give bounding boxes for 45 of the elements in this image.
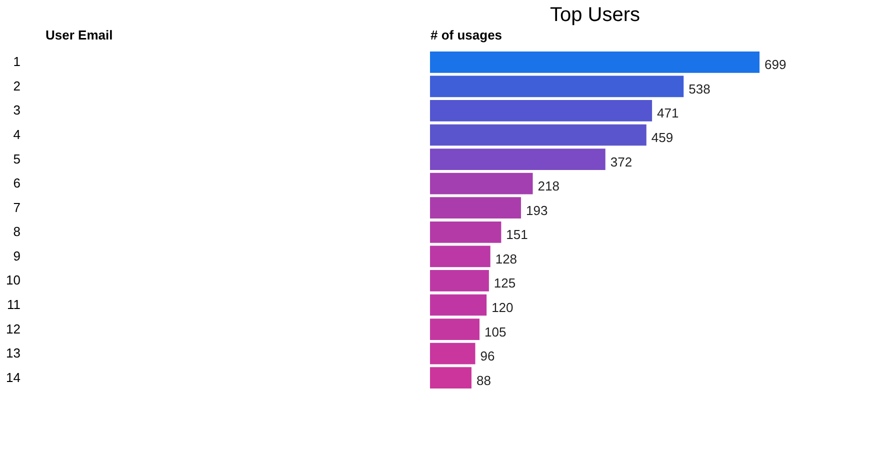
y-tick-label: 7 [13,200,20,215]
y-tick-label: 9 [13,248,20,264]
bar [430,172,533,194]
data-label: 538 [688,81,710,96]
bar [430,246,490,268]
data-label: 88 [476,372,491,388]
y-axis-title: User Email [46,28,113,42]
bar [430,318,480,340]
data-label: 151 [506,227,528,242]
y-tick-label: 8 [13,224,20,240]
bar [430,76,684,98]
y-tick-label: 12 [6,321,20,336]
y-tick-label: 10 [6,272,20,288]
y-tick-label: 11 [7,297,20,312]
data-label: 471 [657,106,679,121]
bar [430,100,652,122]
y-tick-label: 5 [13,151,20,166]
bar [430,221,502,243]
y-tick-label: 2 [13,78,20,94]
y-tick-label: 1 [13,54,20,70]
bar [430,124,646,146]
bar [430,148,606,170]
data-label: 96 [480,348,495,364]
y-tick-label: 14 [6,370,20,385]
chart-title: Top Users [550,4,640,26]
data-label: 120 [492,300,514,315]
data-label: 193 [526,202,548,218]
data-label: 128 [495,251,518,266]
y-tick-label: 13 [6,346,20,361]
x-axis-title: # of usages [430,28,502,42]
bar [430,270,489,292]
data-label: 372 [610,154,632,170]
data-label: 105 [484,324,506,340]
bar [430,51,760,73]
bar [430,342,476,364]
y-tick-label: 3 [13,102,20,118]
data-label: 459 [651,130,674,145]
data-label: 699 [764,57,786,72]
bar [430,197,521,219]
y-tick-label: 6 [13,176,20,191]
bar [430,294,487,316]
bar [430,367,472,389]
y-tick-label: 4 [13,127,20,142]
data-label: 125 [494,276,516,291]
data-label: 218 [538,178,560,194]
